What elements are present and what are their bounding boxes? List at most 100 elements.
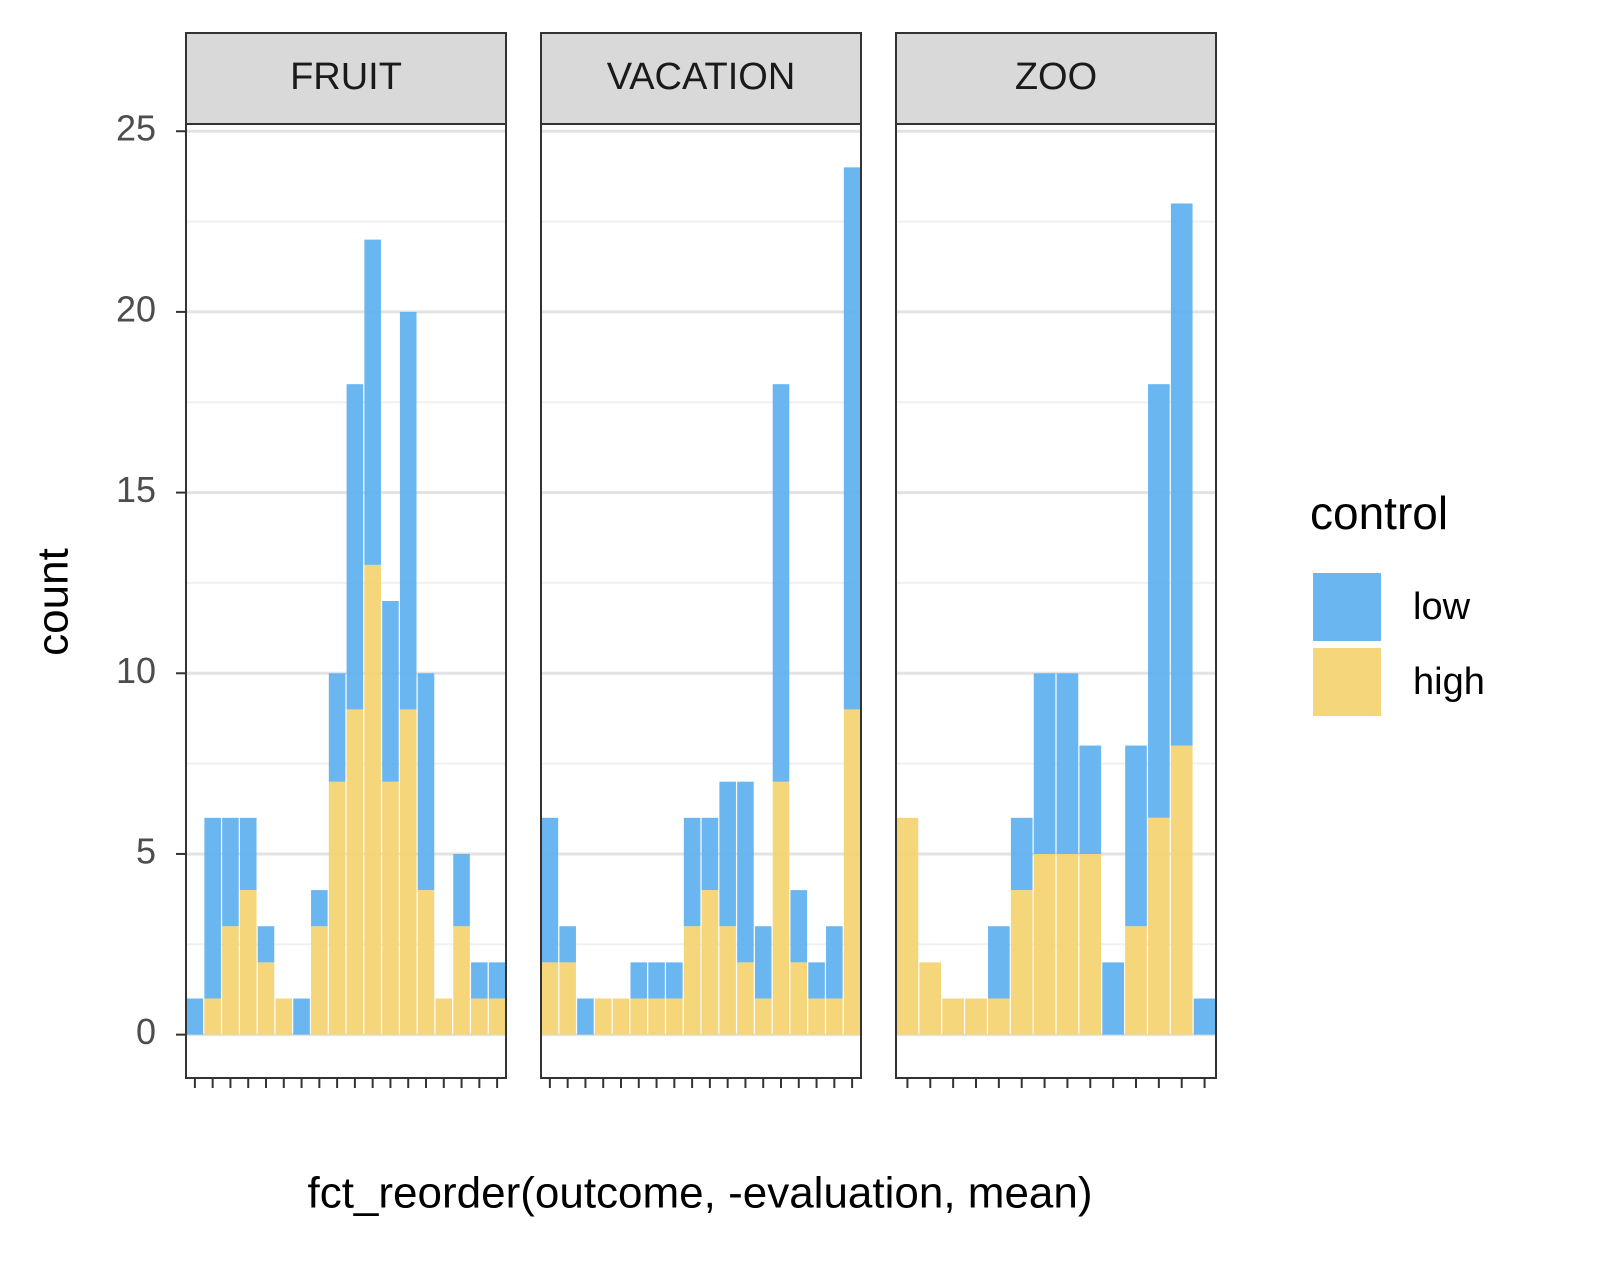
bar-segment (453, 853, 470, 927)
bar-segment (612, 998, 630, 1035)
bar-segment (346, 384, 364, 710)
legend-title: control (1310, 487, 1448, 539)
bar-segment (488, 998, 506, 1035)
bar-segment (790, 890, 808, 963)
bar-segment (754, 998, 772, 1035)
bar-segment (942, 998, 964, 1035)
bar-segment (772, 781, 790, 1035)
bar-segment (222, 817, 239, 927)
bar-segment (382, 601, 399, 782)
bar-segment (293, 998, 310, 1035)
bar-segment (737, 962, 754, 1035)
bar-segment (1079, 853, 1102, 1035)
bar-segment (1079, 745, 1102, 854)
bar-segment (577, 998, 594, 1035)
bar-segment (417, 673, 435, 891)
bar-segment (754, 926, 772, 999)
legend-key (1313, 648, 1381, 716)
bar-segment (1170, 203, 1193, 746)
bar-segment (399, 709, 417, 1035)
bar-segment (808, 998, 825, 1035)
bar-segment (559, 962, 576, 1035)
bar-segment (988, 998, 1010, 1035)
bar-segment (1033, 673, 1056, 854)
bar-segment (683, 926, 701, 1035)
bar-segment (239, 817, 257, 891)
bar-segment (1148, 817, 1170, 1035)
bar-segment (648, 998, 665, 1035)
bar-segment (364, 564, 381, 1035)
bar-segment (737, 781, 754, 963)
panel-background (186, 124, 506, 1078)
bar-segment (328, 781, 346, 1035)
bar-segment (471, 962, 488, 999)
bar-segment (965, 998, 987, 1035)
bar-segment (1056, 853, 1079, 1035)
bar-segment (275, 998, 293, 1035)
bar-segment (719, 781, 736, 927)
bar-segment (488, 962, 506, 999)
y-tick-label: 10 (116, 650, 156, 691)
bar-segment (1033, 853, 1056, 1035)
bar-segment (719, 926, 736, 1035)
bar-segment (346, 709, 364, 1035)
bar-segment (453, 926, 470, 1035)
bar-segment (988, 926, 1010, 999)
bar-segment (257, 962, 275, 1035)
bar-segment (435, 998, 453, 1035)
bar-segment (1056, 673, 1079, 854)
bar-segment (1102, 962, 1124, 1035)
bar-segment (541, 817, 559, 963)
strip-label: VACATION (607, 56, 796, 98)
bar-segment (701, 890, 719, 1035)
bar-segment (364, 239, 381, 565)
bar-segment (843, 709, 861, 1035)
bar-segment (683, 817, 701, 927)
bar-segment (790, 962, 808, 1035)
bar-segment (630, 998, 648, 1035)
bar-segment (594, 998, 612, 1035)
bar-segment (204, 998, 221, 1035)
bar-segment (808, 962, 825, 999)
y-tick-label: 25 (116, 108, 156, 149)
panel-background (541, 124, 861, 1078)
x-axis-title: fct_reorder(outcome, -evaluation, mean) (307, 1169, 1092, 1218)
bar-segment (559, 926, 576, 963)
y-tick-label: 15 (116, 469, 156, 510)
bar-segment (1125, 926, 1147, 1035)
strip-label: FRUIT (290, 56, 402, 98)
strip (895, 32, 1217, 125)
bar-segment (666, 998, 683, 1035)
bar-segment (1148, 384, 1170, 818)
bar-segment (1125, 745, 1147, 927)
bar-segment (772, 384, 790, 782)
bar-segment (239, 890, 257, 1035)
y-tick-label: 0 (136, 1011, 156, 1052)
bar-segment (648, 962, 665, 999)
bar-segment (399, 311, 417, 710)
strip (185, 32, 507, 125)
bar-segment (1010, 817, 1033, 891)
bar-segment (1193, 998, 1216, 1035)
bar-segment (222, 926, 239, 1035)
bar-segment (630, 962, 648, 999)
bar-segment (417, 890, 435, 1035)
bar-segment (257, 926, 275, 963)
bar-segment (311, 926, 328, 1035)
bar-segment (826, 998, 843, 1035)
y-tick-label: 5 (136, 830, 156, 871)
legend-label: low (1413, 586, 1471, 628)
bar-segment (1170, 745, 1193, 1035)
bar-segment (666, 962, 683, 999)
legend-label: high (1413, 661, 1485, 703)
bar-segment (186, 998, 204, 1035)
bar-segment (896, 817, 919, 1035)
strip-label: ZOO (1015, 56, 1097, 98)
bar-segment (204, 817, 221, 999)
bar-segment (701, 817, 719, 891)
bar-segment (471, 998, 488, 1035)
bar-segment (1010, 890, 1033, 1035)
bar-segment (826, 926, 843, 999)
legend-key (1313, 573, 1381, 641)
